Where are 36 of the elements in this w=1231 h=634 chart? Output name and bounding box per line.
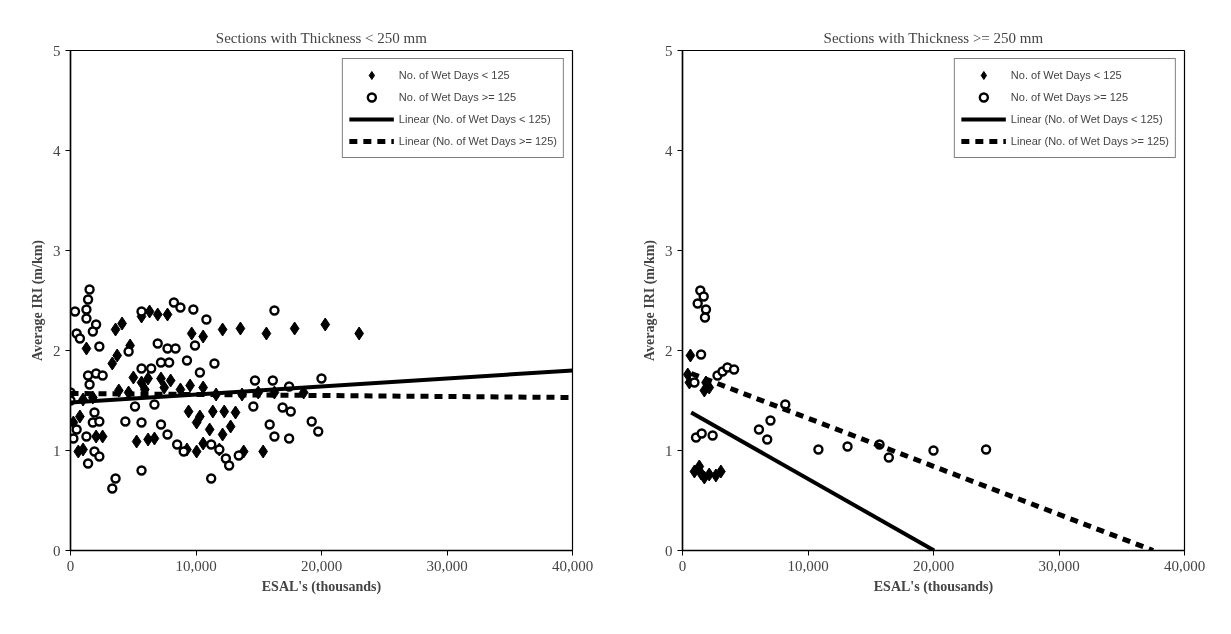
- x-tick-label: 20,000: [300, 557, 343, 574]
- x-tick-label: 40,000: [1163, 557, 1206, 574]
- legend-label: No. of Wet Days >= 125: [1010, 90, 1129, 105]
- legend-label: No. of Wet Days < 125: [1010, 68, 1122, 83]
- chart-title: Sections with Thickness >= 250 mm: [823, 29, 1044, 46]
- legend-label: No. of Wet Days < 125: [398, 68, 510, 83]
- y-axis-title: Average IRI (m/km): [30, 239, 46, 362]
- x-tick-label: 10,000: [787, 557, 829, 574]
- x-tick-label: 10,000: [175, 557, 217, 574]
- x-tick-label: 30,000: [1038, 557, 1080, 574]
- y-tick-label: 4: [53, 142, 61, 159]
- x-axis-title: ESAL's (thousands): [873, 578, 994, 595]
- legend-label: Linear (No. of Wet Days < 125): [398, 112, 551, 127]
- y-tick-label: 5: [53, 42, 61, 59]
- y-tick-label: 1: [53, 442, 61, 459]
- legend-label: Linear (No. of Wet Days >= 125): [398, 134, 557, 149]
- y-tick-label: 5: [665, 42, 673, 59]
- y-tick-label: 1: [665, 442, 673, 459]
- y-tick-label: 0: [665, 542, 673, 559]
- y-axis-title: Average IRI (m/km): [642, 239, 658, 362]
- legend-label: Linear (No. of Wet Days < 125): [1010, 112, 1163, 127]
- x-tick-label: 40,000: [551, 557, 594, 574]
- y-tick-label: 0: [53, 542, 61, 559]
- x-tick-label: 30,000: [426, 557, 468, 574]
- legend-label: Linear (No. of Wet Days >= 125): [1010, 134, 1169, 149]
- y-tick-label: 3: [665, 242, 673, 259]
- x-axis-title: ESAL's (thousands): [261, 578, 382, 595]
- y-tick-label: 3: [53, 242, 61, 259]
- x-tick-label: 20,000: [912, 557, 955, 574]
- y-tick-label: 4: [665, 142, 673, 159]
- legend-label: No. of Wet Days >= 125: [398, 90, 517, 105]
- y-tick-label: 2: [53, 342, 61, 359]
- x-tick-label: 0: [678, 557, 687, 574]
- chart-title: Sections with Thickness < 250 mm: [215, 29, 428, 46]
- x-tick-label: 0: [66, 557, 75, 574]
- y-tick-label: 2: [665, 342, 673, 359]
